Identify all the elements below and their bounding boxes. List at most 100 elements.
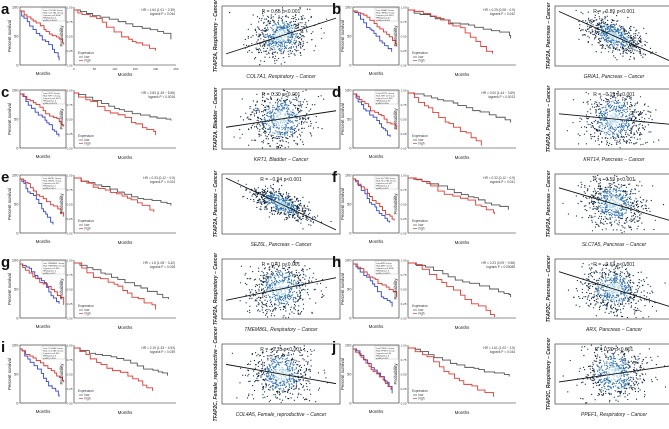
scatter-point [288,47,290,50]
scatter-point [615,115,617,117]
scatter-point [297,110,299,112]
scatter-point [648,117,650,120]
scatter-point [597,224,600,226]
scatter-point [293,306,295,308]
scatter-point [631,204,633,206]
scatter-point [603,213,606,215]
gepia-legend-entry: Low COL7A1 Group [43,9,63,12]
scatter-point [293,128,295,130]
scatter-point [285,209,288,211]
gepia-ytick: 0 [16,230,19,235]
scatter-point [272,202,274,204]
scatter-point [616,35,618,37]
scatter-point [616,281,618,283]
scatter-point [271,279,273,281]
scatter-point [607,209,609,211]
scatter-point [613,55,615,57]
scatter-point [291,131,293,133]
scatter-point [319,282,322,285]
scatter-point [609,124,612,126]
scatter-point [285,120,288,122]
scatter-point [625,98,627,100]
km-ytick: 0.00 [401,316,407,320]
scatter-point [602,272,604,274]
scatter-point [597,129,599,131]
scatter-point [622,99,624,101]
scatter-point [608,51,610,53]
scatter-point [278,192,280,194]
scatter-point [622,37,624,39]
scatter-point [606,206,608,209]
scatter-point [631,47,633,49]
scatter-point [619,94,621,97]
scatter-point [644,207,647,210]
scatter-point [296,120,299,122]
scatter-point [257,120,259,122]
scatter-point [273,282,275,284]
scatter-point [604,191,606,193]
scatter-point [271,122,273,124]
scatter-point [285,293,287,295]
scatter-point [272,19,274,21]
scatter-point [581,29,583,31]
scatter-point [264,100,266,103]
scatter-point [599,40,601,42]
scatter-point [280,112,282,114]
scatter-point [639,196,642,198]
scatter-point [635,201,638,203]
scatter-point [623,127,625,129]
scatter-point [625,142,628,144]
scatter-point [626,198,629,200]
scatter-point [626,36,628,38]
scatter-point [315,302,317,304]
scatter-point [619,199,622,201]
scatter-point [615,40,617,42]
scatter-point [590,122,593,124]
scatter-point [581,201,583,203]
km-hr-stat: HR = 0.29 (0.08 − 0.9) [483,8,515,12]
scatter-point [256,300,258,302]
scatter-point [630,98,632,100]
scatter-point [605,106,607,108]
scatter-point [621,214,623,216]
scatter-point [614,275,616,277]
scatter-point [611,29,613,32]
scatter-point [283,127,285,129]
scatter-point [608,94,610,96]
scatter-point [279,111,281,113]
scatter-point [281,274,283,276]
scatter-point [290,30,293,32]
scatter-point [278,10,280,12]
scatter-point [303,117,305,119]
scatter-point [624,184,626,186]
scatter-point [601,295,603,297]
scatter-point [286,104,288,106]
scatter-point [603,119,605,122]
scatter-point [583,133,586,135]
scatter-point [278,210,280,212]
scatter-point [299,216,301,218]
scatter-point [263,192,265,194]
scatter-point [286,110,288,113]
scatter-point [279,298,281,301]
gepia-ylabel: Percent survival [7,188,12,220]
scatter-point [259,278,261,280]
scatter-point [297,208,299,210]
scatter-point [267,128,269,130]
scatter-point [598,217,600,219]
scatter-point [259,64,261,66]
scatter-point [282,302,284,305]
scatter-point [272,34,275,36]
scatter-point [287,197,289,199]
scatter-point [277,101,279,103]
scatter-point [281,195,284,197]
scatter-point [628,124,630,126]
scatter-point [278,44,281,46]
scatter-axes [554,173,669,235]
scatter-point [613,115,615,117]
scatter-point [645,113,647,115]
scatter-point [287,212,289,214]
scatter-point [262,124,264,126]
scatter-point [281,279,283,281]
scatter-point [295,142,297,144]
